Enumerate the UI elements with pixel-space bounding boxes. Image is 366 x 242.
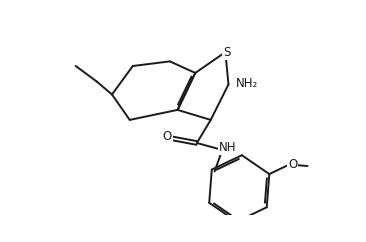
Text: S: S xyxy=(223,46,231,59)
Text: NH₂: NH₂ xyxy=(236,76,258,90)
Text: NH: NH xyxy=(219,141,237,154)
Text: O: O xyxy=(163,130,172,144)
Text: O: O xyxy=(288,158,297,171)
